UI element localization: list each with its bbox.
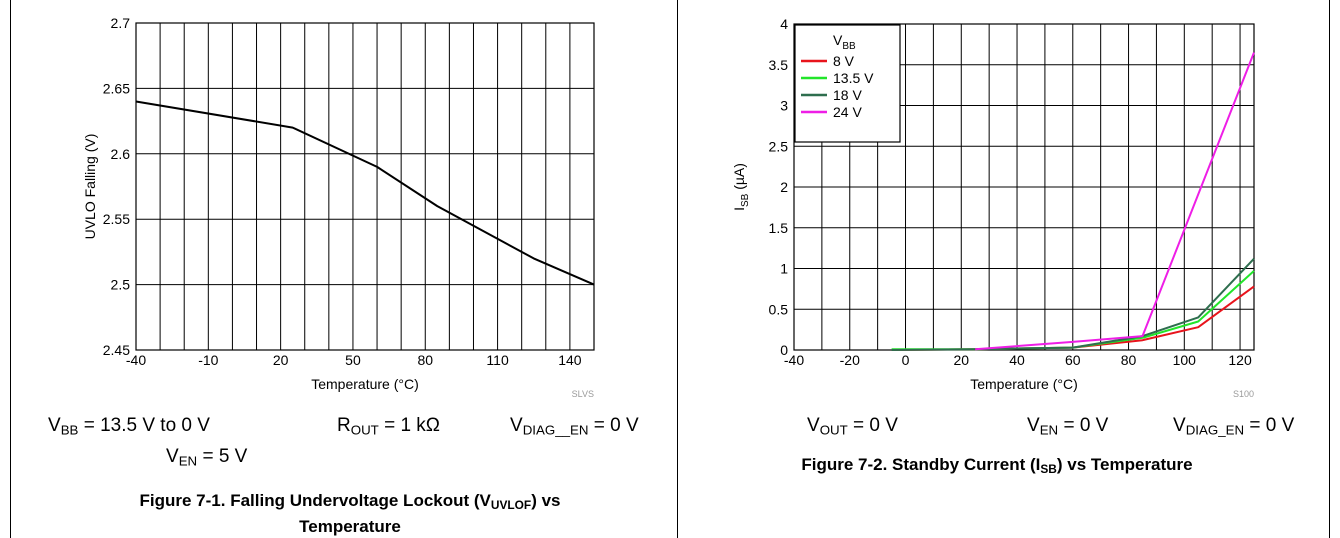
y-tick-label: 3.5	[769, 57, 789, 73]
y-axis-label: UVLO Falling (V)	[82, 134, 98, 240]
x-tick-label: 80	[1121, 352, 1137, 368]
y-tick-label: 2.5	[111, 277, 131, 293]
x-tick-label: 20	[273, 352, 289, 368]
y-tick-label: 4	[780, 16, 788, 32]
y-tick-label: 1	[780, 261, 788, 277]
condition-rout: ROUT = 1 kΩ	[337, 415, 441, 438]
x-axis-label: Temperature (°C)	[970, 376, 1078, 392]
y-tick-label: 2.45	[103, 342, 130, 358]
x-tick-label: 100	[1173, 352, 1197, 368]
condition-ven: VEN = 0 V	[1027, 415, 1109, 438]
y-tick-label: 2.55	[103, 211, 130, 227]
center-divider	[677, 0, 678, 538]
y-tick-label: 2	[780, 179, 788, 195]
y-tick-label: 2.65	[103, 80, 130, 96]
legend-label: 13.5 V	[833, 70, 874, 86]
uvlo-chart: -40 -10 20 50 80 110 140 2.45 2.5 2.55 2.6 2.65 2.7 T…	[82, 15, 595, 399]
x-tick-label: 0	[902, 352, 910, 368]
y-tick-label: 0	[780, 342, 788, 358]
x-tick-label: 20	[953, 352, 969, 368]
legend-label: 24 V	[833, 104, 862, 120]
plot-frame	[793, 23, 1255, 351]
x-tick-label: 50	[345, 352, 361, 368]
left-border	[10, 0, 11, 538]
x-tick-label: 60	[1065, 352, 1081, 368]
x-tick-label: 140	[558, 352, 582, 368]
x-axis-label: Temperature (°C)	[311, 376, 419, 392]
plot-frame	[135, 22, 595, 351]
legend-title: VBB	[833, 32, 856, 52]
series-line-0	[135, 100, 595, 286]
figure-id-stamp: SLVS	[572, 389, 594, 399]
y-tick-label: 2.6	[111, 146, 131, 162]
x-tick-label: 120	[1228, 352, 1252, 368]
y-axis-label: ISB (µA)	[731, 163, 751, 211]
condition-ven: VEN = 5 V	[166, 446, 248, 469]
condition-vdiag-en: VDIAG__EN = 0 V	[510, 415, 639, 438]
x-tick-label: 110	[486, 352, 509, 368]
condition-vdiag-en: VDIAG_EN = 0 V	[1173, 415, 1295, 438]
figure-caption: Figure 7-1. Falling Undervoltage Lockout…	[139, 491, 561, 536]
y-tick-label: 0.5	[769, 301, 789, 317]
legend-label: 8 V	[833, 53, 855, 69]
y-tick-label: 1.5	[769, 220, 789, 236]
x-tick-label: -40	[784, 352, 804, 368]
series-line-24-v	[975, 52, 1255, 351]
legend-box	[794, 24, 901, 143]
x-tick-label: 80	[417, 352, 433, 368]
x-tick-label: 40	[1009, 352, 1025, 368]
condition-vout: VOUT = 0 V	[807, 415, 898, 438]
x-tick-label: -40	[126, 352, 146, 368]
series-line-18-v	[891, 258, 1255, 351]
condition-vbb: VBB = 13.5 V to 0 V	[48, 415, 210, 438]
figure-7-1: -40 -10 20 50 80 110 140 2.45 2.5 2.55 2.6 2.65 2.7 T…	[48, 15, 639, 536]
legend-label: 18 V	[833, 87, 862, 103]
standby-current-chart: -40 -20 0 20 40 60 80 100 120 0 0.5 1 1.5 2 2.5 3 3.5 4 Te…	[731, 16, 1255, 399]
figure-7-2: -40 -20 0 20 40 60 80 100 120 0 0.5 1 1.5 2 2.5 3 3.5 4 Te…	[677, 0, 1329, 538]
y-tick-label: 2.7	[111, 15, 131, 31]
figure-id-stamp: S100	[1233, 389, 1254, 399]
x-tick-label: -20	[840, 352, 860, 368]
figure-caption: Figure 7-2. Standby Current (ISB) vs Tem…	[801, 455, 1193, 476]
y-tick-label: 2.5	[769, 138, 789, 154]
right-border	[1329, 0, 1330, 538]
y-tick-label: 3	[780, 98, 788, 114]
x-tick-label: -10	[198, 352, 218, 368]
